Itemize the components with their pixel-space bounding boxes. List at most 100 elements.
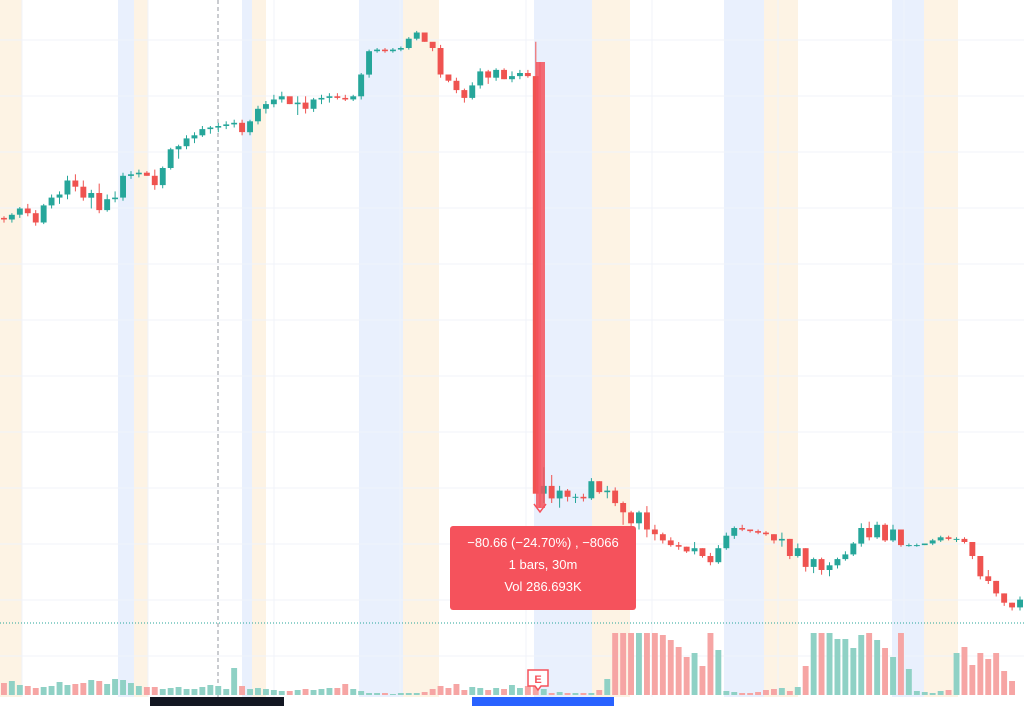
candle-body (16, 208, 23, 215)
candle-body (350, 96, 357, 100)
candle (993, 580, 1000, 597)
candle (604, 485, 611, 499)
candle-body (310, 99, 317, 109)
candle-body (953, 538, 960, 540)
candle (858, 523, 865, 547)
pre-market-band (764, 0, 798, 697)
pre-market-band (403, 0, 439, 697)
candle-body (255, 108, 261, 122)
candle (691, 542, 698, 555)
candle-body (532, 76, 539, 494)
candle-body (517, 73, 523, 77)
candle-body (620, 503, 627, 513)
volume-bar (223, 689, 230, 695)
volume-bar (40, 687, 47, 695)
candle-body (493, 69, 500, 78)
candle (588, 478, 595, 500)
candle-body (755, 531, 761, 533)
candle (239, 119, 245, 136)
volume-bar (882, 648, 888, 695)
volume-bar (247, 689, 253, 695)
volume-bar (905, 669, 912, 695)
volume-bar (8, 681, 15, 695)
candle (493, 68, 500, 81)
volume-bar (556, 692, 563, 695)
candle-body (723, 535, 730, 549)
candle (707, 552, 714, 566)
candle (310, 97, 317, 112)
volume-bar (350, 689, 357, 695)
candle-body (874, 524, 881, 538)
candle (794, 543, 801, 558)
earnings-marker-label: E (534, 674, 541, 686)
volume-bar (644, 633, 650, 695)
volume-bar (286, 691, 293, 695)
candle (207, 126, 214, 134)
volume-bar (151, 687, 158, 695)
volume-bar (374, 693, 380, 695)
candle-body (937, 537, 944, 541)
candle-body (572, 496, 579, 498)
candle-body (882, 524, 888, 541)
candle-body (747, 529, 754, 532)
candle (620, 501, 627, 525)
volume-bar (334, 688, 341, 695)
candle (437, 44, 444, 78)
candle (1, 216, 7, 223)
volume-bar (659, 635, 666, 695)
candle (191, 132, 198, 144)
selected-range-blue (472, 697, 614, 706)
candle-body (167, 149, 174, 168)
candle-body (278, 96, 285, 100)
candle-body (802, 548, 809, 567)
volume-bar (572, 693, 579, 695)
volume-bar (628, 633, 634, 695)
candle (786, 538, 793, 560)
volume-bar (215, 686, 222, 695)
candle-body (390, 49, 396, 52)
candle-body (961, 538, 968, 542)
candle (366, 49, 372, 78)
candle (524, 69, 531, 78)
candle (659, 532, 666, 544)
candle-body (143, 172, 150, 176)
volume-bar (953, 653, 960, 695)
candle-body (64, 180, 71, 195)
candle (413, 30, 420, 41)
candle (636, 510, 642, 530)
candle (1017, 596, 1023, 611)
volume-bar (1, 683, 7, 695)
candle-body (731, 528, 738, 536)
candle-body (135, 172, 142, 175)
volume-bar (32, 688, 39, 695)
volume-bar (48, 686, 55, 695)
tooltip-volume: Vol 286.693K (504, 579, 582, 594)
candle-body (834, 559, 841, 566)
earnings-marker[interactable]: E (527, 669, 549, 692)
volume-bar (24, 686, 31, 695)
post-market-band (892, 0, 924, 697)
candle (135, 169, 142, 178)
volume-bar (263, 689, 269, 695)
candle (921, 543, 928, 546)
candle (175, 144, 182, 159)
volume-bar (747, 693, 754, 695)
candle-body (556, 490, 563, 499)
volume-bar (112, 679, 118, 695)
candle-body (794, 548, 801, 556)
volume-bar (683, 657, 690, 695)
candle-body (199, 129, 206, 136)
candle-body (858, 528, 865, 544)
candle-body (445, 74, 452, 81)
candle (564, 489, 571, 502)
candle-body (191, 135, 198, 139)
volume-bar (937, 691, 944, 695)
candle (953, 537, 960, 542)
candle (263, 101, 269, 114)
volume-bar (294, 690, 301, 695)
candle-body (866, 528, 873, 538)
volume-bar (1009, 681, 1015, 695)
candle-body (104, 199, 111, 211)
candle (294, 96, 301, 115)
volume-bar (675, 647, 682, 695)
